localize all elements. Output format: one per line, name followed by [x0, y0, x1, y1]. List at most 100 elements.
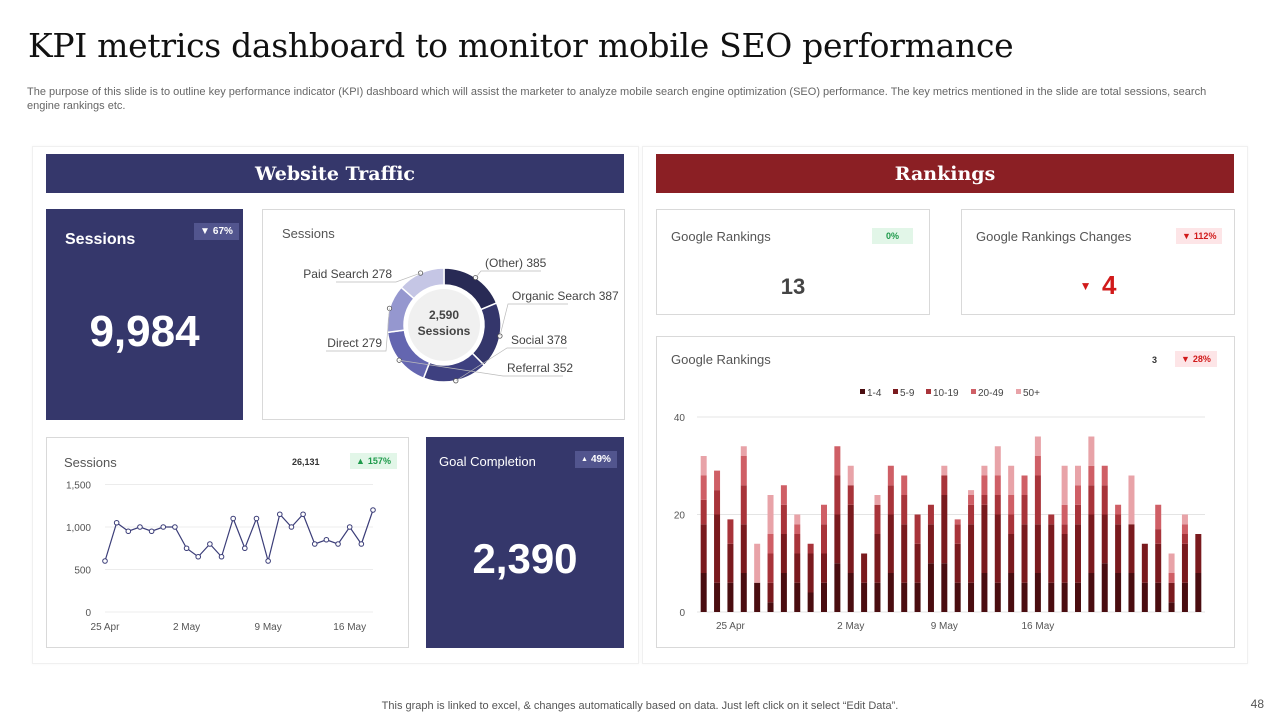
bar-segment	[1075, 485, 1081, 505]
bar-segment	[1075, 582, 1081, 612]
sessions-donut-chart: (Other) 385 Organic Search 387 Social 378 R…	[303, 256, 619, 384]
bar-segment	[1141, 582, 1148, 612]
bar-segment	[1021, 475, 1028, 495]
bar-segment	[821, 504, 827, 525]
bar-segment	[1021, 582, 1028, 612]
bar-segment	[1048, 582, 1055, 612]
bar-segment	[981, 495, 988, 505]
bar-segment	[847, 465, 854, 486]
website-traffic-header: Website Traffic	[46, 154, 624, 193]
bar-segment	[834, 475, 841, 515]
goal-card-badge-value: 49%	[590, 454, 611, 465]
bar-segment	[1075, 504, 1081, 525]
bar-segment	[1075, 524, 1081, 583]
caret-up-icon: ▲	[581, 456, 588, 463]
line-point	[370, 507, 376, 513]
bar-segment	[1155, 529, 1162, 544]
bar-segment	[927, 524, 934, 564]
bar-segment	[1088, 573, 1095, 612]
caret-down-icon: ▼	[1181, 354, 1190, 364]
bar-segment	[941, 563, 948, 612]
website-traffic-panel	[32, 146, 639, 664]
bar-x-tick: 16 May	[1021, 621, 1054, 632]
bar-segment	[834, 446, 841, 476]
bar-segment	[700, 499, 707, 525]
bar-y-tick: 40	[674, 413, 686, 424]
line-point	[358, 541, 365, 547]
bar-segment	[861, 553, 868, 583]
bar-segment	[700, 524, 707, 573]
bar-segment	[954, 524, 961, 544]
bar-segment	[1181, 543, 1188, 583]
bar-segment	[887, 514, 894, 573]
google-changes-badge: ▼ 112%	[1176, 228, 1223, 244]
bar-segment	[1061, 582, 1068, 612]
bar-segment	[1034, 524, 1041, 573]
bar-x-tick: 9 May	[931, 621, 958, 632]
legend-swatch	[860, 389, 865, 394]
bar-segment	[1168, 602, 1175, 612]
bar-segment	[968, 582, 975, 612]
bar-segment	[740, 524, 747, 573]
bar-segment	[981, 504, 988, 573]
caret-down-icon: ▼	[200, 226, 210, 237]
line-point	[311, 541, 318, 547]
bar-segment	[994, 446, 1001, 476]
donut-slice-label: Organic Search 387	[512, 289, 619, 303]
bar-segment	[767, 582, 774, 603]
bar-segment	[1155, 504, 1162, 530]
line-x-tick: 2 May	[173, 622, 200, 633]
google-rankings-chart-card: Google Rankings 3 ▼ 28% 0 20 40 25 Apr 2 May…	[656, 336, 1235, 648]
donut-leader-line	[455, 347, 567, 382]
sessions-card-badge-value: 67%	[212, 226, 233, 237]
rankings-chart-count: 3	[1152, 355, 1158, 365]
bar-segment	[1061, 524, 1068, 534]
legend-label: 5-9	[900, 388, 915, 399]
bar-segment	[968, 524, 975, 583]
bar-segment	[794, 553, 801, 583]
bar-y-tick: 0	[679, 608, 685, 619]
bar-segment	[901, 475, 908, 495]
sessions-donut-card: Sessions (Other) 385 Organic Search 387 So…	[262, 209, 625, 420]
bar-segment	[1128, 524, 1135, 573]
legend-label: 20-49	[978, 388, 1004, 399]
bar-segment	[941, 475, 948, 495]
bar-segment	[1168, 582, 1175, 603]
bar-segment	[1008, 534, 1015, 573]
bar-segment	[994, 495, 1001, 515]
bar-segment	[887, 465, 894, 486]
bar-segment	[847, 485, 854, 505]
bar-segment	[1101, 465, 1108, 486]
donut-slice-label: Direct 279	[327, 336, 382, 350]
bar-segment	[1008, 514, 1015, 534]
bar-y-tick: 20	[674, 511, 686, 522]
bar-segment	[1008, 495, 1015, 515]
bar-segment	[700, 573, 707, 612]
bar-segment	[874, 534, 881, 583]
line-point	[207, 541, 213, 547]
bar-segment	[994, 582, 1001, 612]
goal-card-badge: ▲ 49%	[575, 451, 617, 468]
bar-segment	[994, 514, 1001, 583]
bar-segment	[994, 475, 1001, 495]
line-point	[137, 524, 143, 530]
bar-segment	[861, 582, 868, 612]
line-point	[195, 553, 202, 560]
bar-segment	[821, 524, 827, 554]
goal-card-value: 2,390	[472, 535, 578, 582]
bar-segment	[1181, 524, 1188, 534]
bar-segment	[1168, 573, 1175, 583]
google-rankings-badge: 0%	[872, 228, 914, 244]
bar-segment	[1181, 514, 1188, 525]
bar-segment	[927, 504, 934, 525]
donut-leader-line	[326, 308, 390, 352]
bar-segment	[1115, 573, 1122, 612]
bar-segment	[794, 582, 801, 612]
bar-segment	[794, 534, 801, 554]
bar-segment	[1115, 524, 1122, 573]
line-card-label: Sessions	[64, 455, 117, 470]
bar-segment	[1034, 475, 1041, 525]
bar-segment	[740, 456, 747, 486]
footer-note: This graph is linked to excel, & changes…	[381, 700, 899, 712]
bar-segment	[927, 563, 934, 612]
